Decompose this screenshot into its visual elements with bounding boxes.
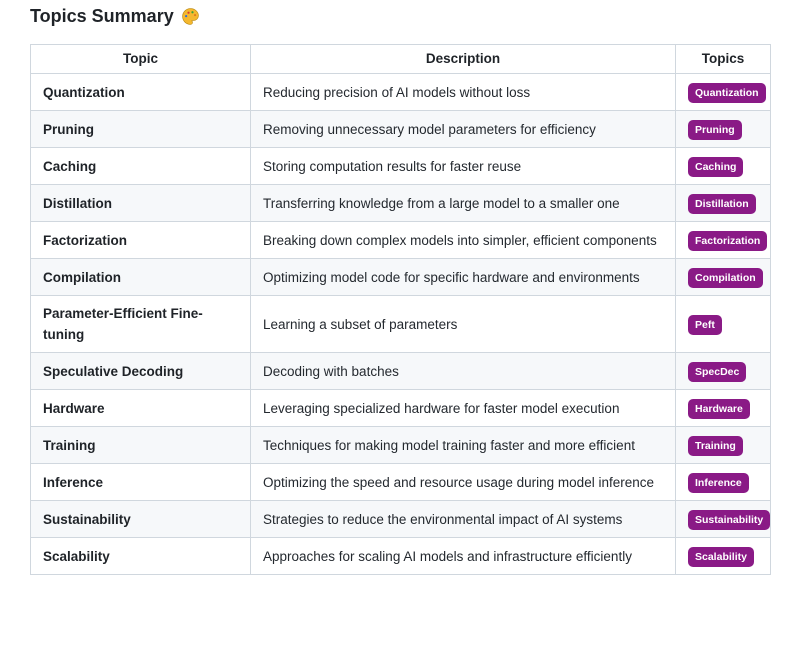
badge-cell: Scalability (675, 537, 771, 575)
description-cell: Storing computation results for faster r… (250, 147, 676, 185)
table-body: Quantization Reducing precision of AI mod… (30, 73, 771, 575)
table-row: Speculative Decoding Decoding with batche… (30, 352, 771, 390)
badge-cell: Hardware (675, 389, 771, 427)
page: Topics Summary Topic Description Topics … (30, 4, 771, 575)
badge-cell: Pruning (675, 110, 771, 148)
topic-cell: Scalability (30, 537, 251, 575)
badge-cell: Training (675, 426, 771, 464)
description-cell: Transferring knowledge from a large mode… (250, 184, 676, 222)
topic-cell: Quantization (30, 73, 251, 111)
topic-badge: Peft (688, 315, 722, 335)
badge-cell: Factorization (675, 221, 771, 259)
table-row: Training Techniques for making model trai… (30, 426, 771, 464)
table-row: Factorization Breaking down complex model… (30, 221, 771, 259)
description-cell: Removing unnecessary model parameters fo… (250, 110, 676, 148)
topic-cell: Caching (30, 147, 251, 185)
topic-badge: Quantization (688, 83, 766, 103)
topic-cell: Pruning (30, 110, 251, 148)
description-cell: Techniques for making model training fas… (250, 426, 676, 464)
description-cell: Optimizing the speed and resource usage … (250, 463, 676, 501)
topic-cell: Parameter-Efficient Fine-tuning (30, 295, 251, 353)
table-row: Pruning Removing unnecessary model parame… (30, 110, 771, 148)
description-cell: Breaking down complex models into simple… (250, 221, 676, 259)
topic-badge: Training (688, 436, 743, 456)
topic-badge: Factorization (688, 231, 768, 251)
badge-cell: Distillation (675, 184, 771, 222)
description-cell: Leveraging specialized hardware for fast… (250, 389, 676, 427)
description-cell: Reducing precision of AI models without … (250, 73, 676, 111)
description-cell: Decoding with batches (250, 352, 676, 390)
badge-cell: Inference (675, 463, 771, 501)
topics-summary-table: Topic Description Topics Quantization Red… (30, 44, 771, 575)
description-cell: Approaches for scaling AI models and inf… (250, 537, 676, 575)
topic-badge: Scalability (688, 547, 754, 567)
description-cell: Strategies to reduce the environmental i… (250, 500, 676, 538)
table-row: Hardware Leveraging specialized hardware … (30, 389, 771, 427)
column-header-topic: Topic (30, 44, 251, 74)
badge-cell: SpecDec (675, 352, 771, 390)
description-cell: Optimizing model code for specific hardw… (250, 258, 676, 296)
badge-cell: Sustainability (675, 500, 771, 538)
badge-cell: Peft (675, 295, 771, 353)
badge-cell: Compilation (675, 258, 771, 296)
topic-badge: SpecDec (688, 362, 747, 382)
table-row: Quantization Reducing precision of AI mod… (30, 73, 771, 111)
topic-cell: Compilation (30, 258, 251, 296)
badge-cell: Quantization (675, 73, 771, 111)
topic-cell: Inference (30, 463, 251, 501)
table-row: Caching Storing computation results for f… (30, 147, 771, 185)
table-row: Distillation Transferring knowledge from … (30, 184, 771, 222)
description-cell: Learning a subset of parameters (250, 295, 676, 353)
topic-cell: Hardware (30, 389, 251, 427)
topic-badge: Caching (688, 157, 744, 177)
topic-badge: Compilation (688, 268, 763, 288)
column-header-topics: Topics (675, 44, 771, 74)
topic-cell: Factorization (30, 221, 251, 259)
topic-cell: Training (30, 426, 251, 464)
topic-badge: Pruning (688, 120, 742, 140)
table-row: Inference Optimizing the speed and resour… (30, 463, 771, 501)
badge-cell: Caching (675, 147, 771, 185)
table-row: Compilation Optimizing model code for spe… (30, 258, 771, 296)
page-title: Topics Summary (30, 4, 770, 28)
topic-badge: Hardware (688, 399, 750, 419)
topic-badge: Inference (688, 473, 749, 493)
topic-cell: Speculative Decoding (30, 352, 251, 390)
table-row: Parameter-Efficient Fine-tuning Learning … (30, 295, 771, 353)
table-row: Sustainability Strategies to reduce the e… (30, 500, 771, 538)
topic-cell: Sustainability (30, 500, 251, 538)
palette-icon (181, 7, 200, 26)
table-header-row: Topic Description Topics (30, 44, 771, 74)
table-row: Scalability Approaches for scaling AI mod… (30, 537, 771, 575)
topic-badge: Sustainability (688, 510, 771, 530)
topic-cell: Distillation (30, 184, 251, 222)
column-header-description: Description (250, 44, 676, 74)
page-title-text: Topics Summary (30, 6, 174, 26)
topic-badge: Distillation (688, 194, 756, 214)
